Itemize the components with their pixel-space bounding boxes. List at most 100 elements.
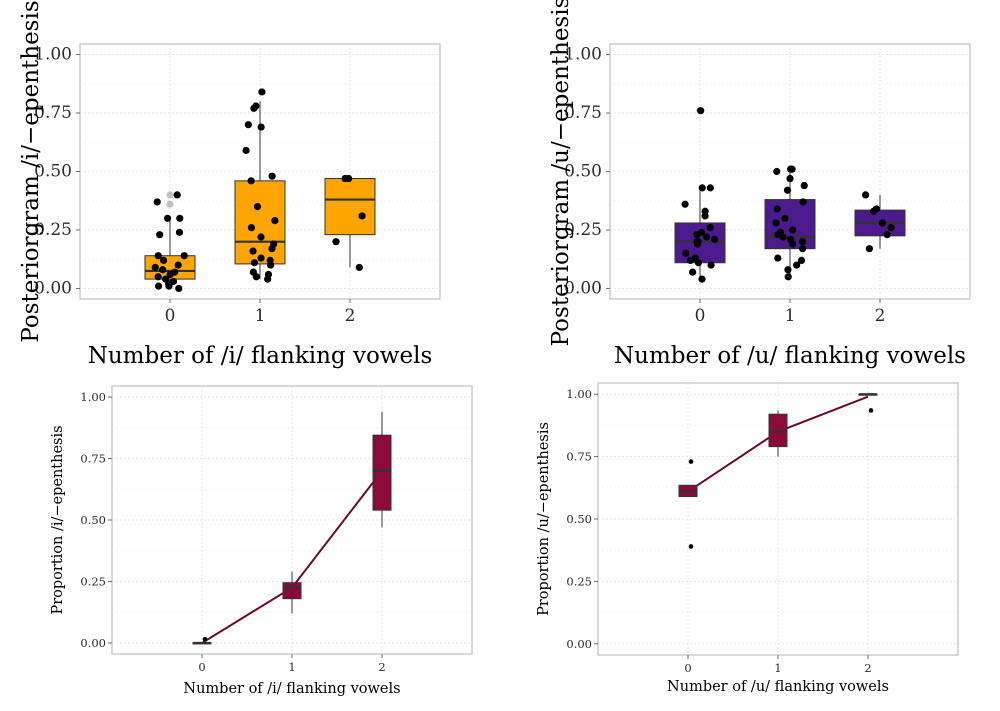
chart-bottom-right: 0.00 0.25 0.50 0.75 1.00 0 1 2 Number of /u/ fla… (536, 382, 959, 695)
data-point (358, 212, 366, 220)
data-point (706, 184, 714, 192)
y-tick-label: 0.75 (566, 450, 592, 464)
data-point (268, 172, 276, 180)
data-point (701, 212, 709, 220)
x-axis-label: Number of /i/ flanking vowels (183, 681, 400, 697)
outlier-point (868, 408, 874, 413)
data-point (698, 275, 706, 283)
data-point (798, 238, 807, 246)
data-point (165, 282, 173, 290)
data-point (242, 146, 250, 155)
box-1 (768, 413, 788, 448)
data-point (271, 217, 279, 225)
x-tick-label: 0 (165, 306, 176, 326)
data-point (250, 259, 259, 267)
y-tick-label: 0.50 (34, 162, 72, 182)
box-2 (372, 434, 392, 511)
x-tick-label: 0 (695, 306, 706, 326)
data-point (154, 252, 162, 260)
data-point (249, 247, 257, 255)
data-point (151, 263, 159, 272)
y-tick-label: 1.00 (564, 45, 602, 65)
data-point (252, 273, 260, 281)
data-point (682, 249, 690, 257)
data-point (693, 231, 701, 239)
data-point (154, 273, 162, 281)
outlier-point (166, 191, 174, 199)
data-point (789, 240, 797, 248)
data-point (159, 266, 167, 274)
data-point (247, 177, 255, 185)
box-1 (282, 582, 302, 600)
data-point (681, 200, 689, 208)
data-point (268, 245, 276, 253)
y-tick-label: 0.25 (566, 574, 592, 588)
data-point (250, 104, 258, 112)
data-point (264, 275, 272, 283)
box-2 (324, 178, 376, 236)
y-tick-label: 0.50 (80, 513, 106, 527)
outlier-point (688, 544, 694, 549)
data-point (784, 273, 792, 281)
outlier-point (166, 200, 174, 208)
data-point (702, 233, 711, 241)
y-axis-label: Posteriorgram /u/−epenthesis (548, 0, 574, 346)
x-tick-label: 2 (875, 306, 886, 326)
data-point (781, 214, 789, 222)
y-axis-label: Posteriorgram /i/−epenthesis (18, 0, 44, 342)
data-point (697, 107, 705, 115)
data-point (159, 256, 168, 264)
data-point (173, 191, 181, 199)
data-point (783, 186, 792, 194)
data-point (176, 214, 184, 222)
data-point (247, 224, 255, 232)
y-tick-label: 0.25 (564, 220, 602, 240)
y-tick-label: 0.25 (80, 574, 106, 588)
chart-bottom-left: 0.00 0.25 0.50 0.75 1.00 0 1 2 Number of /i/ fla… (50, 385, 473, 697)
data-point (693, 240, 702, 248)
y-tick-label: 1.00 (566, 387, 592, 401)
data-point (180, 252, 188, 260)
x-axis-label: Number of /i/ flanking vowels (88, 343, 433, 369)
data-point (174, 261, 182, 269)
data-point (800, 181, 808, 190)
data-point (883, 231, 891, 239)
x-axis-label: Number of /u/ flanking vowels (614, 343, 966, 369)
y-tick-label: 0.00 (566, 637, 592, 651)
y-tick-label: 0.50 (566, 512, 592, 526)
data-point (355, 263, 363, 272)
data-point (257, 123, 265, 131)
data-point (166, 270, 174, 279)
data-point (788, 165, 796, 173)
y-tick-label: 0.75 (80, 452, 106, 466)
data-point (887, 224, 895, 232)
data-point (772, 219, 780, 227)
data-point (156, 231, 164, 239)
data-point (175, 228, 184, 236)
data-point (698, 184, 706, 192)
x-tick-label: 2 (378, 660, 385, 674)
data-point (861, 191, 870, 199)
x-tick-label: 1 (774, 661, 781, 675)
data-point (773, 167, 781, 176)
data-point (258, 88, 266, 96)
data-point (799, 245, 807, 253)
data-point (163, 214, 172, 222)
data-point (786, 174, 794, 183)
outlier-point (202, 636, 208, 642)
y-tick-label: 1.00 (80, 390, 106, 404)
data-point (689, 268, 697, 276)
data-point (707, 261, 715, 269)
data-point (797, 256, 806, 264)
y-tick-label: 0.00 (80, 636, 106, 650)
data-point (773, 205, 781, 213)
outlier-point (688, 459, 694, 464)
chart-top-left: 0.00 0.25 0.50 0.75 1.00 0 1 2 Number of /i/ fla… (18, 0, 441, 369)
x-tick-label: 1 (255, 306, 266, 326)
data-point (253, 202, 262, 211)
data-point (257, 233, 265, 241)
data-point (774, 254, 782, 262)
data-point (779, 233, 787, 241)
y-tick-label: 0.00 (564, 278, 602, 298)
data-point (257, 254, 265, 262)
